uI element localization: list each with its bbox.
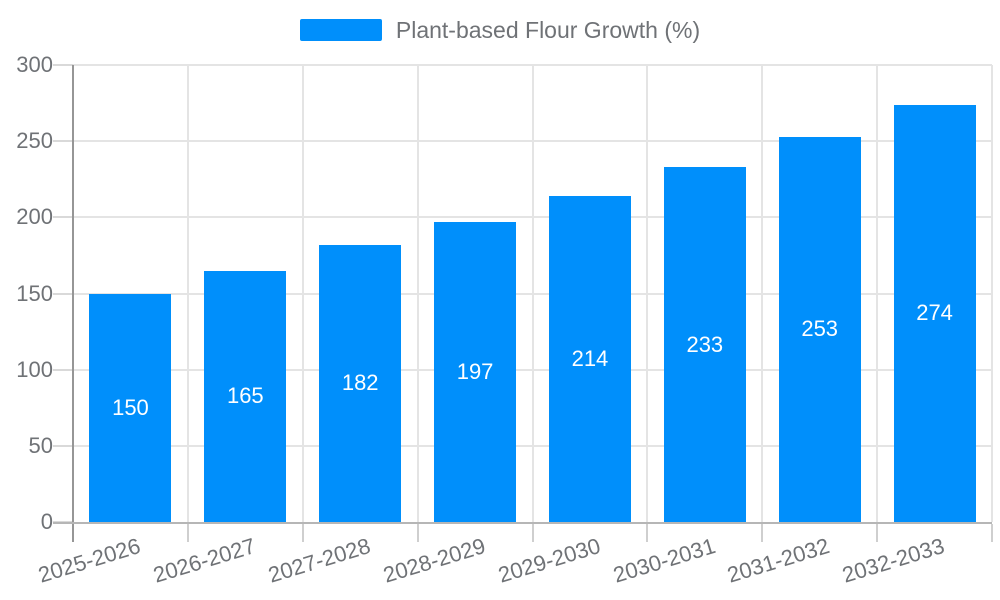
gridline-vertical bbox=[761, 65, 764, 522]
legend-label: Plant-based Flour Growth (%) bbox=[395, 16, 701, 43]
legend-swatch bbox=[299, 19, 382, 41]
bar[interactable]: 233 bbox=[663, 167, 746, 522]
x-axis-category-label: 2028-2029 bbox=[380, 533, 489, 588]
x-axis-tick bbox=[761, 524, 764, 542]
y-axis-tick-label: 100 bbox=[16, 356, 53, 382]
x-axis-tick bbox=[186, 524, 189, 542]
y-axis-tick bbox=[53, 444, 73, 447]
y-axis-tick bbox=[53, 368, 73, 371]
gridline-vertical bbox=[531, 65, 534, 522]
y-axis-tick bbox=[53, 64, 73, 66]
gridline-vertical bbox=[186, 65, 189, 522]
gridline-vertical bbox=[301, 65, 304, 522]
legend: Plant-based Flour Growth (%) bbox=[0, 0, 1000, 60]
legend-item[interactable]: Plant-based Flour Growth (%) bbox=[299, 16, 701, 44]
x-axis-category-label: 2030-2031 bbox=[609, 533, 718, 588]
bar-value-label: 165 bbox=[226, 383, 264, 409]
bar-value-label: 214 bbox=[571, 345, 609, 371]
bar[interactable]: 274 bbox=[893, 104, 976, 522]
y-axis-tick-label: 200 bbox=[16, 204, 53, 230]
x-axis-line bbox=[53, 522, 992, 524]
bar[interactable]: 197 bbox=[434, 221, 517, 522]
y-axis-line bbox=[72, 65, 74, 542]
bar-value-label: 197 bbox=[456, 358, 494, 384]
gridline-vertical bbox=[876, 65, 879, 522]
y-axis-tick bbox=[53, 216, 73, 219]
x-axis-category-label: 2027-2028 bbox=[265, 533, 374, 588]
gridline-vertical bbox=[991, 65, 993, 522]
bar-value-label: 233 bbox=[686, 331, 724, 357]
gridline-vertical bbox=[646, 65, 649, 522]
x-axis-category-label: 2029-2030 bbox=[495, 533, 603, 588]
x-axis-tick bbox=[876, 524, 879, 542]
y-axis-tick bbox=[53, 140, 73, 143]
bar[interactable]: 182 bbox=[319, 244, 402, 522]
bar-value-label: 182 bbox=[341, 370, 379, 396]
bar-value-label: 150 bbox=[112, 394, 149, 420]
x-axis-category-label: 2026-2027 bbox=[150, 533, 259, 588]
x-axis-tick bbox=[646, 524, 649, 542]
y-axis-tick-label: 0 bbox=[40, 509, 53, 534]
y-axis-tick bbox=[53, 292, 73, 295]
bar[interactable]: 214 bbox=[548, 196, 631, 522]
x-axis-category-label: 2025-2026 bbox=[35, 533, 144, 588]
x-axis-category-label: 2031-2032 bbox=[724, 533, 833, 588]
bar[interactable]: 165 bbox=[204, 270, 287, 522]
bar-value-label: 274 bbox=[916, 300, 953, 326]
bar[interactable]: 150 bbox=[89, 293, 172, 522]
bar-value-label: 253 bbox=[801, 316, 839, 342]
x-axis-category-label: 2032-2033 bbox=[839, 533, 948, 588]
y-axis-tick-label: 300 bbox=[16, 52, 53, 77]
x-axis-tick bbox=[416, 524, 419, 542]
x-axis-tick bbox=[531, 524, 534, 542]
x-axis-tick bbox=[991, 524, 993, 542]
y-axis-tick-label: 50 bbox=[28, 432, 53, 458]
y-axis-tick-label: 150 bbox=[16, 280, 53, 306]
x-axis-tick bbox=[301, 524, 304, 542]
y-axis-tick-label: 250 bbox=[16, 128, 53, 154]
bar[interactable]: 253 bbox=[778, 136, 861, 522]
gridline-vertical bbox=[416, 65, 419, 522]
